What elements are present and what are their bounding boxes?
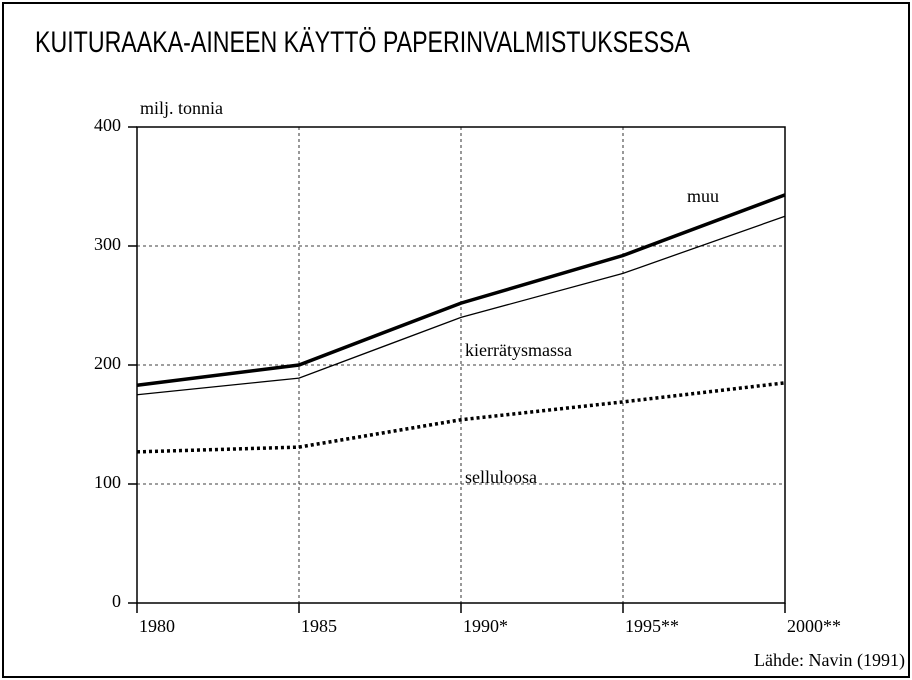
y-tick-label: 0 (112, 591, 121, 611)
series-label: muu (687, 186, 719, 206)
y-tick-label: 100 (94, 472, 121, 492)
x-tick-label: 2000** (787, 616, 841, 636)
source: Lähde: Navin (1991) (754, 650, 905, 671)
series-label: kierrätysmassa (465, 340, 572, 360)
x-tick-label: 1980 (139, 616, 175, 636)
x-tick-label: 1995** (625, 616, 679, 636)
y-tick-label: 300 (94, 234, 121, 254)
series-label: selluloosa (465, 467, 537, 487)
x-tick-label: 1985 (301, 616, 337, 636)
chart-title: KUITURAAKA-AINEEN KÄYTTÖ PAPERINVALMISTU… (35, 26, 690, 59)
series-line (136, 381, 786, 454)
y-tick-label: 200 (94, 353, 121, 373)
x-tick-label: 1990* (463, 616, 508, 636)
series-line (136, 215, 786, 396)
series-line (136, 193, 786, 387)
y-axis-label: milj. tonnia (140, 98, 223, 118)
y-tick-label: 400 (94, 115, 121, 135)
